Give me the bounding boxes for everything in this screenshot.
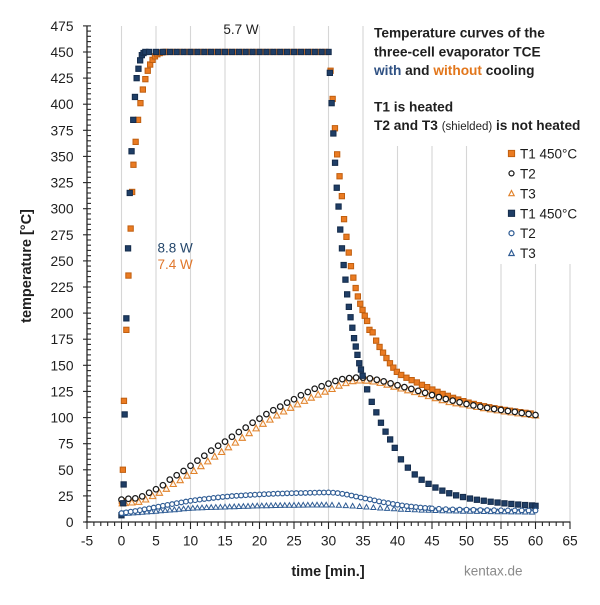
svg-text:50: 50 bbox=[459, 534, 475, 549]
svg-text:-5: -5 bbox=[81, 534, 94, 549]
svg-text:40: 40 bbox=[390, 534, 406, 549]
svg-text:10: 10 bbox=[183, 534, 199, 549]
svg-text:5: 5 bbox=[152, 534, 160, 549]
svg-text:45: 45 bbox=[424, 534, 440, 549]
svg-text:35: 35 bbox=[355, 534, 371, 549]
svg-text:T2: T2 bbox=[520, 166, 536, 181]
svg-text:T1 450°C: T1 450°C bbox=[520, 147, 577, 162]
svg-text:5.7 W: 5.7 W bbox=[223, 22, 259, 37]
svg-text:7.4 W: 7.4 W bbox=[158, 257, 194, 272]
svg-text:350: 350 bbox=[50, 149, 73, 164]
svg-text:T2 and T3 (shielded) is not he: T2 and T3 (shielded) is not heated bbox=[374, 118, 580, 133]
svg-text:175: 175 bbox=[50, 332, 73, 347]
svg-text:75: 75 bbox=[58, 437, 74, 452]
svg-text:55: 55 bbox=[493, 534, 509, 549]
svg-text:450: 450 bbox=[50, 45, 73, 60]
svg-text:50: 50 bbox=[58, 463, 74, 478]
svg-text:temperature [°C]: temperature [°C] bbox=[19, 209, 35, 323]
svg-text:T1 450°C: T1 450°C bbox=[520, 206, 577, 221]
svg-text:T1 is heated: T1 is heated bbox=[374, 100, 453, 115]
svg-text:Temperature curves of the: Temperature curves of the bbox=[374, 26, 545, 41]
svg-text:time [min.]: time [min.] bbox=[291, 564, 364, 580]
svg-text:20: 20 bbox=[252, 534, 268, 549]
svg-text:25: 25 bbox=[286, 534, 302, 549]
svg-text:125: 125 bbox=[50, 384, 73, 399]
svg-text:150: 150 bbox=[50, 358, 73, 373]
svg-text:0: 0 bbox=[66, 515, 74, 530]
svg-text:25: 25 bbox=[58, 489, 74, 504]
svg-text:three-cell evaporator TCE: three-cell evaporator TCE bbox=[374, 44, 541, 59]
svg-text:300: 300 bbox=[50, 202, 73, 217]
svg-text:30: 30 bbox=[321, 534, 337, 549]
svg-text:8.8 W: 8.8 W bbox=[158, 241, 194, 256]
svg-text:65: 65 bbox=[562, 534, 578, 549]
svg-text:T2: T2 bbox=[520, 226, 536, 241]
svg-text:225: 225 bbox=[50, 280, 73, 295]
svg-text:250: 250 bbox=[50, 254, 73, 269]
svg-text:100: 100 bbox=[50, 411, 73, 426]
svg-text:with and without cooling: with and without cooling bbox=[373, 63, 534, 78]
svg-text:T3: T3 bbox=[520, 186, 536, 201]
svg-text:325: 325 bbox=[50, 176, 73, 191]
svg-text:kentax.de: kentax.de bbox=[464, 564, 523, 579]
svg-text:375: 375 bbox=[50, 123, 73, 138]
svg-text:15: 15 bbox=[217, 534, 233, 549]
svg-text:425: 425 bbox=[50, 71, 73, 86]
svg-text:475: 475 bbox=[50, 19, 73, 34]
svg-text:0: 0 bbox=[118, 534, 126, 549]
svg-text:275: 275 bbox=[50, 228, 73, 243]
svg-text:200: 200 bbox=[50, 306, 73, 321]
svg-text:400: 400 bbox=[50, 97, 73, 112]
svg-text:60: 60 bbox=[528, 534, 544, 549]
svg-text:T3: T3 bbox=[520, 246, 536, 261]
